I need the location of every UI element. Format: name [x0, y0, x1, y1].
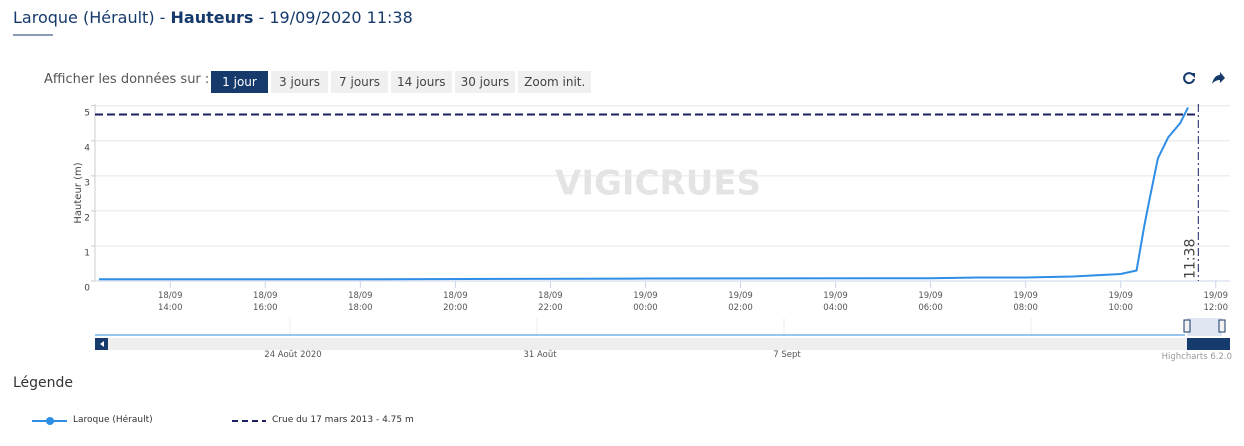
x-tick-label: 19/09 12:00 — [1203, 291, 1228, 313]
y-tick-label: 0 — [84, 284, 90, 294]
time-marker-label: 11:38 — [1182, 239, 1198, 279]
legend-label: Crue du 17 mars 2013 - 4.75 m — [272, 415, 414, 425]
share-icon[interactable] — [1212, 72, 1225, 84]
range-button[interactable]: 14 jours — [391, 71, 452, 93]
navigator-label: 31 Août — [523, 350, 557, 360]
navigator-label: 7 Sept — [773, 350, 801, 360]
refresh-arrow — [1190, 73, 1195, 78]
y-axis-label: Hauteur (m) — [73, 162, 84, 223]
y-tick-label: 1 — [84, 248, 90, 258]
y-tick-label: 3 — [84, 178, 90, 188]
title-place: Laroque (Hérault) - — [13, 8, 171, 27]
title-date: - 19/09/2020 11:38 — [253, 8, 413, 27]
navigator-window — [1187, 318, 1222, 336]
title-measure: Hauteurs — [170, 8, 254, 27]
y-tick-label: 5 — [84, 108, 90, 118]
x-tick-label: 19/09 00:00 — [633, 291, 658, 313]
range-button[interactable]: 7 jours — [331, 71, 388, 93]
refresh-icon[interactable] — [1183, 72, 1195, 85]
scrollbar-thumb — [1187, 338, 1230, 350]
x-tick-label: 18/09 14:00 — [157, 291, 183, 313]
x-tick-label: 18/09 16:00 — [253, 291, 278, 313]
x-tick-label: 19/09 04:00 — [823, 291, 848, 313]
x-tick-label: 18/09 20:00 — [443, 291, 468, 313]
x-tick-label: 19/09 06:00 — [918, 291, 943, 313]
series-line — [98, 107, 1189, 281]
range-button[interactable]: 30 jours — [454, 71, 516, 93]
range-button[interactable]: Zoom init. — [518, 71, 592, 93]
legend-title: Légende — [13, 375, 74, 391]
range-button[interactable]: 1 jour — [211, 71, 268, 93]
x-tick-label: 18/09 22:00 — [538, 291, 563, 313]
x-tick-label: 19/09 10:00 — [1108, 291, 1133, 313]
range-buttons: 1 jour 3 jours 7 jours 14 jours 30 jours Zoom… — [211, 71, 592, 93]
navigator-handle — [1218, 319, 1226, 333]
y-tick-label: 4 — [84, 143, 90, 153]
legend-label: Laroque (Hérault) — [73, 415, 153, 425]
x-tick-label: 19/09 02:00 — [728, 291, 753, 313]
legend-item[interactable]: Laroque (Hérault) — [73, 415, 153, 425]
scrollbar-left-arrow — [100, 341, 104, 347]
x-tick-label: 19/09 08:00 — [1013, 291, 1038, 313]
scrollbar-track — [95, 338, 1230, 350]
refresh-arc — [1183, 72, 1195, 85]
navigator-bg — [95, 318, 1230, 336]
legend-marker — [46, 417, 54, 425]
credits[interactable]: Highcharts 6.2.0 — [1161, 352, 1232, 362]
range-label: Afficher les données sur : — [44, 72, 210, 87]
navigator-label: 24 Août 2020 — [264, 350, 322, 360]
navigator-handle — [1183, 319, 1191, 333]
y-tick-label: 2 — [84, 213, 90, 223]
x-tick-label: 18/09 18:00 — [348, 291, 373, 313]
range-button[interactable]: 3 jours — [271, 71, 328, 93]
title: Laroque (Hérault) - Hauteurs - 19/09/202… — [13, 8, 413, 27]
legend-item[interactable]: Crue du 17 mars 2013 - 4.75 m — [272, 415, 414, 425]
watermark: VIGICRUES — [555, 164, 761, 204]
